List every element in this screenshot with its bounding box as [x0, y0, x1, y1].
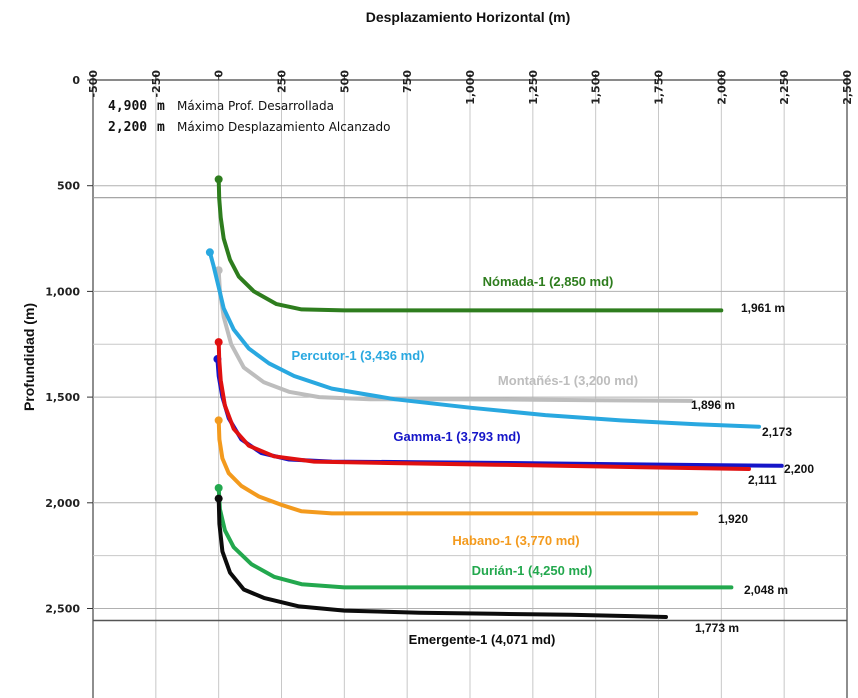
series-line: [216, 486, 734, 590]
annotation-unit-displacement: m: [157, 120, 165, 135]
x-tick-label: 750: [401, 70, 414, 93]
x-tick-label: 1,500: [590, 70, 603, 105]
series-line: [216, 496, 668, 619]
end-label: 2,200: [784, 462, 814, 476]
x-tick-label: 1,750: [653, 70, 666, 105]
y-tick-label: 1,000: [45, 285, 80, 298]
x-tick-label: 2,500: [841, 70, 854, 105]
x-axis-title: Desplazamiento Horizontal (m): [366, 9, 571, 25]
end-label: 1,961 m: [741, 301, 785, 315]
series-label: Montañés-1 (3,200 md): [498, 373, 638, 388]
series-labels: Nómada-1 (2,850 md) Percutor-1 (3,436 md)…: [292, 274, 639, 647]
y-tick-label: 500: [57, 180, 80, 193]
series-start-point: [214, 416, 223, 425]
annotation-value-depth: 4,900: [108, 99, 147, 114]
annotation-box: 4,900 m Máxima Prof. Desarrollada 2,200 …: [108, 99, 390, 135]
y-tick-label: 0: [72, 74, 80, 87]
annotation-text-displacement: Máximo Desplazamiento Alcanzado: [177, 120, 390, 134]
x-axis-ticks: -500 -250 0 250 500 750 1,000 1,250 1,500 1,750 2,…: [87, 70, 854, 105]
y-tick-label: 2,000: [45, 497, 80, 510]
end-label: 2,111: [748, 473, 777, 487]
x-tick-label: 2,000: [715, 70, 728, 105]
x-tick-label: 0: [213, 70, 226, 78]
series-line: [216, 268, 694, 403]
series-label: Emergente-1 (4,071 md): [409, 632, 556, 647]
x-tick-label: 2,250: [778, 70, 791, 105]
series-label: Gamma-1 (3,793 md): [393, 429, 520, 444]
series-line: [216, 177, 724, 313]
series-line: [216, 340, 751, 471]
x-tick-label: 500: [338, 70, 351, 93]
series-start-point: [214, 494, 223, 503]
series-label: Nómada-1 (2,850 md): [483, 274, 614, 289]
x-tick-label: 1,000: [464, 70, 477, 105]
series-start-point: [214, 338, 223, 347]
well-series: [205, 175, 784, 619]
series-label: Percutor-1 (3,436 md): [292, 348, 425, 363]
annotation-value-displacement: 2,200: [108, 120, 147, 135]
y-axis-title: Profundidad (m): [21, 303, 37, 411]
x-tick-label: -250: [150, 70, 163, 98]
end-label: 2,048 m: [744, 583, 788, 597]
y-axis-ticks: 0 500 1,000 1,500 2,000 2,500: [45, 74, 93, 616]
series-label: Habano-1 (3,770 md): [452, 533, 579, 548]
x-tick-label: 1,250: [527, 70, 540, 105]
series-label: Durián-1 (4,250 md): [472, 563, 593, 578]
series-start-point: [214, 175, 223, 184]
x-tick-label: -500: [87, 70, 100, 98]
annotation-text-depth: Máxima Prof. Desarrollada: [177, 99, 334, 113]
x-tick-label: 250: [276, 70, 289, 93]
series-start-point: [205, 248, 214, 257]
series-line: [207, 250, 761, 429]
end-labels: 1,961 m 2,173 1,896 m 2,200 2,111 1,920 2,048 …: [691, 301, 814, 635]
annotation-unit-depth: m: [157, 99, 165, 114]
y-tick-label: 1,500: [45, 391, 80, 404]
end-label: 1,896 m: [691, 398, 735, 412]
series-line: [216, 418, 699, 516]
y-tick-label: 2,500: [45, 603, 80, 616]
end-label: 2,173: [762, 425, 792, 439]
series-start-point: [214, 484, 223, 493]
end-label: 1,773 m: [695, 621, 739, 635]
end-label: 1,920: [718, 512, 748, 526]
